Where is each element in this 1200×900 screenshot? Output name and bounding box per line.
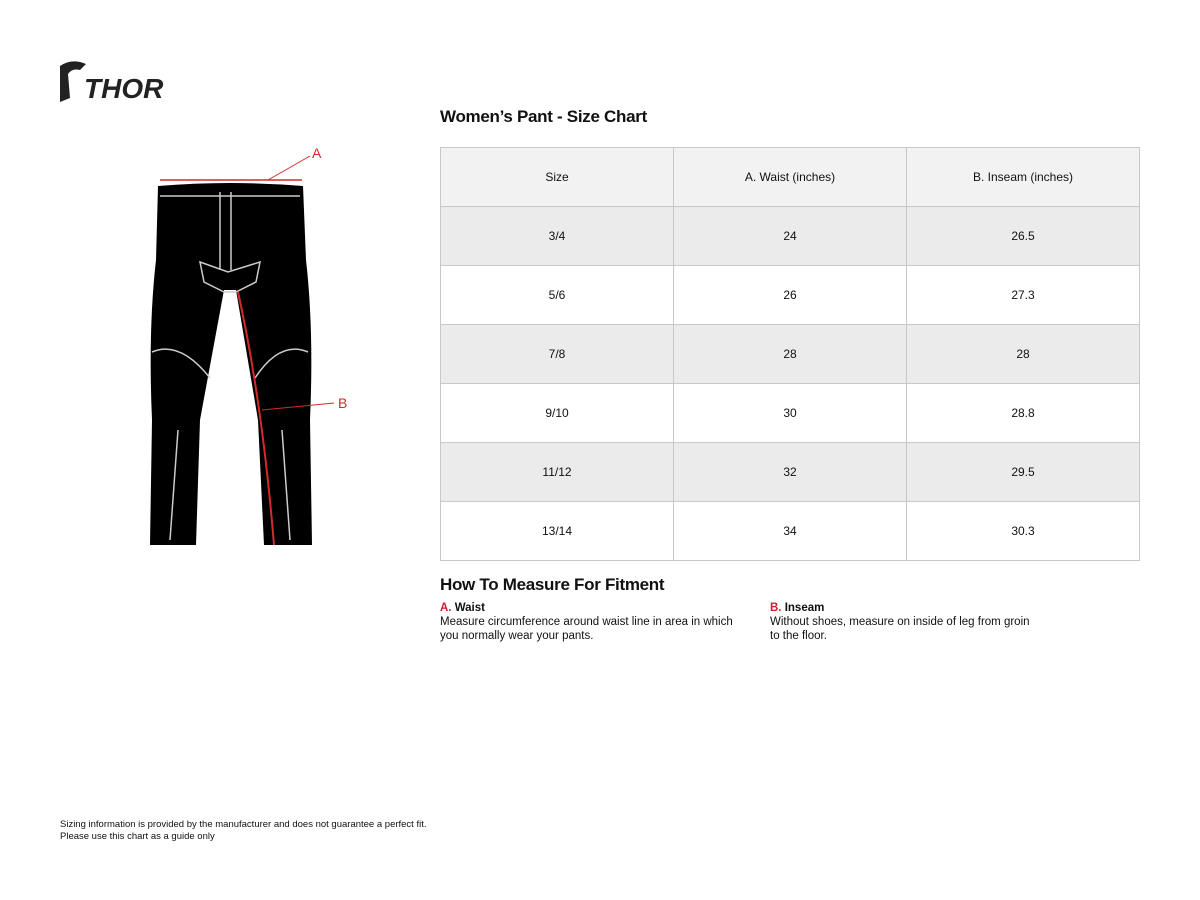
table-row: 7/8 28 28 bbox=[440, 324, 1140, 384]
table-cell: 32 bbox=[673, 442, 907, 502]
inseam-instructions: B. Inseam Without shoes, measure on insi… bbox=[770, 602, 1030, 642]
label-b: B bbox=[338, 395, 347, 411]
size-table: Size A. Waist (inches) B. Inseam (inches… bbox=[440, 147, 1140, 561]
label-a: A bbox=[312, 145, 322, 161]
pants-diagram: A B bbox=[150, 145, 347, 546]
table-row: 9/10 30 28.8 bbox=[440, 383, 1140, 443]
chart-title: Women’s Pant - Size Chart bbox=[440, 107, 647, 126]
table-cell: 9/10 bbox=[440, 383, 674, 443]
table-cell: 7/8 bbox=[440, 324, 674, 384]
table-cell: 30.3 bbox=[906, 501, 1140, 561]
header-inseam: B. Inseam (inches) bbox=[906, 147, 1140, 207]
waist-instructions: A. Waist Measure circumference around wa… bbox=[440, 602, 733, 642]
table-header: Size A. Waist (inches) B. Inseam (inches… bbox=[440, 147, 1140, 207]
table-cell: 13/14 bbox=[440, 501, 674, 561]
svg-text:THOR: THOR bbox=[84, 73, 164, 104]
table-cell: 28 bbox=[906, 324, 1140, 384]
table-row: 11/12 32 29.5 bbox=[440, 442, 1140, 502]
table-row: 3/4 24 26.5 bbox=[440, 206, 1140, 266]
table-cell: 24 bbox=[673, 206, 907, 266]
inseam-measure-line bbox=[237, 291, 275, 546]
table-cell: 29.5 bbox=[906, 442, 1140, 502]
table-cell: 30 bbox=[673, 383, 907, 443]
table-cell: 26 bbox=[673, 265, 907, 325]
table-row: 13/14 34 30.3 bbox=[440, 501, 1140, 561]
header-size: Size bbox=[440, 147, 674, 207]
thor-logo: THOR bbox=[60, 61, 164, 104]
table-cell: 34 bbox=[673, 501, 907, 561]
header-waist: A. Waist (inches) bbox=[673, 147, 907, 207]
table-cell: 28.8 bbox=[906, 383, 1140, 443]
measure-title: How To Measure For Fitment bbox=[440, 575, 665, 594]
table-cell: 27.3 bbox=[906, 265, 1140, 325]
table-cell: 26.5 bbox=[906, 206, 1140, 266]
table-cell: 28 bbox=[673, 324, 907, 384]
table-cell: 3/4 bbox=[440, 206, 674, 266]
table-cell: 5/6 bbox=[440, 265, 674, 325]
table-cell: 11/12 bbox=[440, 442, 674, 502]
table-row: 5/6 26 27.3 bbox=[440, 265, 1140, 325]
disclaimer: Sizing information is provided by the ma… bbox=[60, 819, 427, 842]
